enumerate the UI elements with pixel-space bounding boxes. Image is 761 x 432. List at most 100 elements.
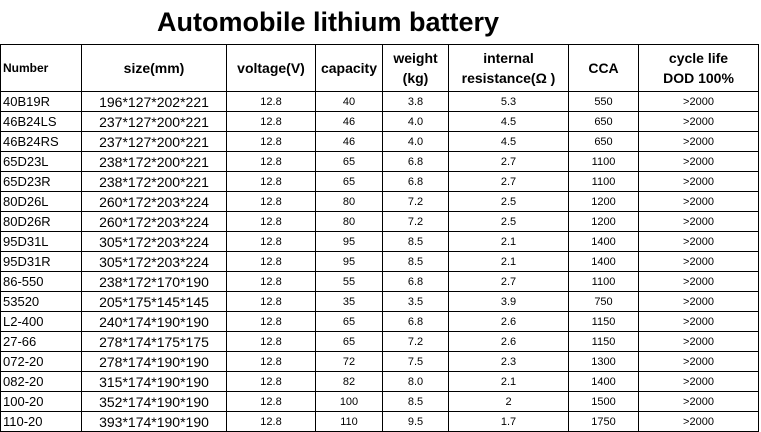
cell-weight: 9.5 — [382, 411, 449, 432]
cell-capacity: 65 — [315, 151, 383, 172]
cell-resistance: 2.7 — [448, 171, 569, 192]
cell-resistance: 4.5 — [448, 131, 569, 152]
cell-weight: 7.2 — [382, 211, 449, 232]
cell-voltage: 12.8 — [226, 151, 316, 172]
cell-weight: 7.2 — [382, 191, 449, 212]
cell-resistance: 2.7 — [448, 271, 569, 292]
battery-spec-table: Number size(mm) voltage(V) capacity weig… — [0, 44, 759, 432]
cell-cca: 1150 — [568, 311, 639, 332]
cell-number: 082-20 — [0, 371, 82, 392]
header-cca: CCA — [568, 44, 639, 92]
cell-voltage: 12.8 — [226, 411, 316, 432]
cell-weight: 8.5 — [382, 251, 449, 272]
header-resistance-line2: resistance(Ω ) — [461, 70, 556, 86]
table-row: 100-20 352*174*190*190 12.8 100 8.5 2 1500 >200… — [0, 391, 759, 412]
cell-capacity: 80 — [315, 191, 383, 212]
cell-cca: 1300 — [568, 351, 639, 372]
cell-capacity: 100 — [315, 391, 383, 412]
cell-number: 46B24RS — [0, 131, 82, 152]
header-voltage: voltage(V) — [226, 44, 316, 92]
cell-cca: 650 — [568, 131, 639, 152]
table-row: L2-400 240*174*190*190 12.8 65 6.8 2.6 1150 >20… — [0, 311, 759, 332]
cell-size: 393*174*190*190 — [81, 411, 227, 432]
cell-size: 238*172*200*221 — [81, 171, 227, 192]
cell-resistance: 1.7 — [448, 411, 569, 432]
cell-cca: 1750 — [568, 411, 639, 432]
cell-capacity: 80 — [315, 211, 383, 232]
cell-capacity: 110 — [315, 411, 383, 432]
header-resistance: internal resistance(Ω ) — [448, 44, 569, 92]
table-body: 40B19R 196*127*202*221 12.8 40 3.8 5.3 550 >200… — [0, 91, 759, 432]
header-size: size(mm) — [81, 44, 227, 92]
header-cycle-line1: cycle life — [668, 50, 729, 66]
cell-number: 110-20 — [0, 411, 82, 432]
cell-voltage: 12.8 — [226, 311, 316, 332]
cell-weight: 6.8 — [382, 171, 449, 192]
cell-cycle: >2000 — [638, 111, 759, 132]
cell-voltage: 12.8 — [226, 111, 316, 132]
cell-resistance: 2.6 — [448, 331, 569, 352]
cell-capacity: 46 — [315, 131, 383, 152]
cell-cycle: >2000 — [638, 311, 759, 332]
cell-voltage: 12.8 — [226, 351, 316, 372]
table-row: 082-20 315*174*190*190 12.8 82 8.0 2.1 1400 >20… — [0, 371, 759, 392]
cell-cycle: >2000 — [638, 411, 759, 432]
header-cycle-life: cycle life DOD 100% — [638, 44, 759, 92]
cell-capacity: 46 — [315, 111, 383, 132]
cell-cca: 1500 — [568, 391, 639, 412]
cell-weight: 8.5 — [382, 391, 449, 412]
cell-number: 95D31L — [0, 231, 82, 252]
header-capacity: capacity — [315, 44, 383, 92]
cell-weight: 8.5 — [382, 231, 449, 252]
cell-cycle: >2000 — [638, 91, 759, 112]
cell-cca: 1100 — [568, 271, 639, 292]
cell-capacity: 95 — [315, 231, 383, 252]
cell-capacity: 40 — [315, 91, 383, 112]
cell-resistance: 3.9 — [448, 291, 569, 312]
cell-weight: 4.0 — [382, 131, 449, 152]
header-weight-line1: weight — [393, 50, 438, 66]
cell-resistance: 2.7 — [448, 151, 569, 172]
cell-cycle: >2000 — [638, 271, 759, 292]
page-title: Automobile lithium battery — [156, 7, 499, 37]
cell-size: 238*172*170*190 — [81, 271, 227, 292]
table-row: 86-550 238*172*170*190 12.8 55 6.8 2.7 1100 >20… — [0, 271, 759, 292]
cell-voltage: 12.8 — [226, 331, 316, 352]
cell-resistance: 2.6 — [448, 311, 569, 332]
cell-number: 95D31R — [0, 251, 82, 272]
cell-weight: 4.0 — [382, 111, 449, 132]
table-row: 40B19R 196*127*202*221 12.8 40 3.8 5.3 550 >200… — [0, 91, 759, 112]
cell-size: 278*174*175*175 — [81, 331, 227, 352]
cell-cca: 1400 — [568, 251, 639, 272]
cell-voltage: 12.8 — [226, 171, 316, 192]
cell-voltage: 12.8 — [226, 191, 316, 212]
table-row: 65D23R 238*172*200*221 12.8 65 6.8 2.7 1100 >20… — [0, 171, 759, 192]
cell-voltage: 12.8 — [226, 391, 316, 412]
cell-cca: 550 — [568, 91, 639, 112]
cell-capacity: 65 — [315, 311, 383, 332]
cell-cycle: >2000 — [638, 351, 759, 372]
cell-cycle: >2000 — [638, 151, 759, 172]
cell-voltage: 12.8 — [226, 371, 316, 392]
cell-weight: 3.8 — [382, 91, 449, 112]
table-row: 65D23L 238*172*200*221 12.8 65 6.8 2.7 1100 >20… — [0, 151, 759, 172]
table-row: 95D31R 305*172*203*224 12.8 95 8.5 2.1 1400 >20… — [0, 251, 759, 272]
cell-weight: 6.8 — [382, 311, 449, 332]
cell-number: 65D23R — [0, 171, 82, 192]
cell-number: 072-20 — [0, 351, 82, 372]
cell-number: 46B24LS — [0, 111, 82, 132]
cell-number: 27-66 — [0, 331, 82, 352]
cell-resistance: 2.5 — [448, 211, 569, 232]
cell-size: 305*172*203*224 — [81, 251, 227, 272]
cell-weight: 6.8 — [382, 151, 449, 172]
cell-number: 80D26L — [0, 191, 82, 212]
cell-cca: 750 — [568, 291, 639, 312]
cell-number: 80D26R — [0, 211, 82, 232]
table-row: 95D31L 305*172*203*224 12.8 95 8.5 2.1 1400 >20… — [0, 231, 759, 252]
cell-number: L2-400 — [0, 311, 82, 332]
table-row: 072-20 278*174*190*190 12.8 72 7.5 2.3 1300 >20… — [0, 351, 759, 372]
cell-size: 352*174*190*190 — [81, 391, 227, 412]
cell-resistance: 2.5 — [448, 191, 569, 212]
cell-resistance: 2.1 — [448, 251, 569, 272]
cell-size: 305*172*203*224 — [81, 231, 227, 252]
